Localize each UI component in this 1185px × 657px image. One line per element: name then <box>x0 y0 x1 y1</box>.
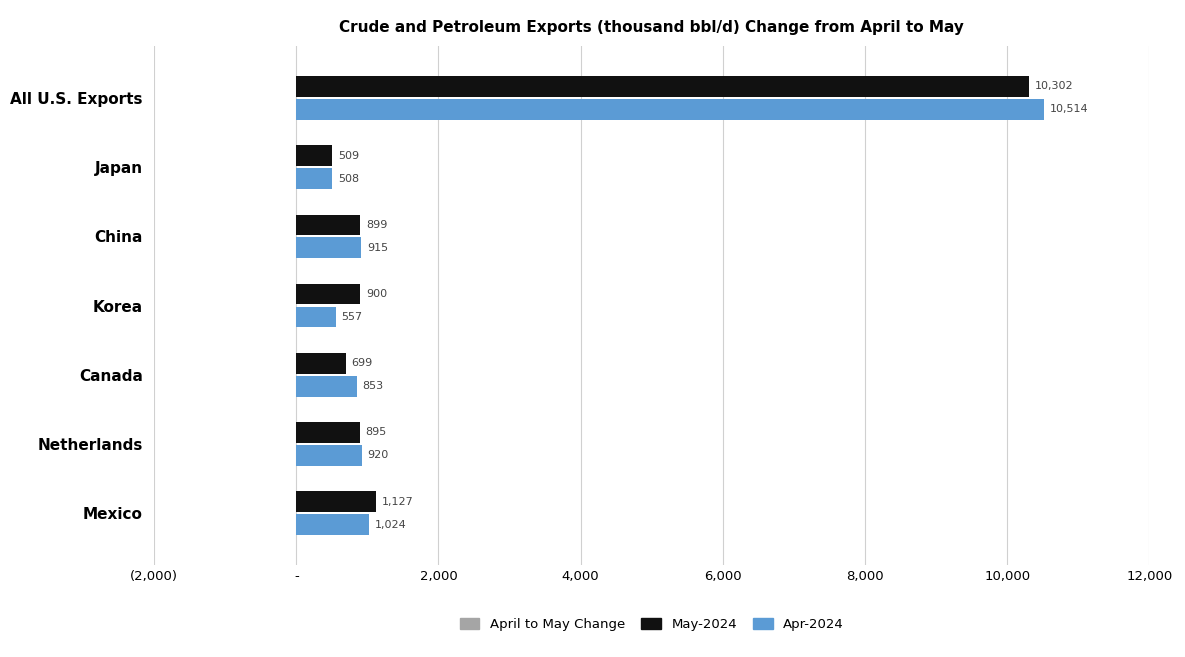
Bar <box>296 514 369 535</box>
Text: 1,024: 1,024 <box>374 520 406 530</box>
Bar <box>296 76 1029 97</box>
Bar <box>296 422 360 443</box>
Bar <box>296 145 333 166</box>
Bar <box>296 376 357 397</box>
Legend: April to May Change, May-2024, Apr-2024: April to May Change, May-2024, Apr-2024 <box>454 613 850 636</box>
Title: Crude and Petroleum Exports (thousand bbl/d) Change from April to May: Crude and Petroleum Exports (thousand bb… <box>339 20 965 35</box>
Bar <box>296 491 377 512</box>
Text: 920: 920 <box>367 450 389 461</box>
Text: 699: 699 <box>352 358 373 369</box>
Text: 899: 899 <box>366 220 387 230</box>
Bar <box>296 168 332 189</box>
Text: 900: 900 <box>366 289 387 299</box>
Bar <box>296 99 1044 120</box>
Text: 10,302: 10,302 <box>1035 81 1074 91</box>
Text: 557: 557 <box>341 312 363 322</box>
Bar <box>296 353 346 374</box>
Text: 1,127: 1,127 <box>382 497 414 507</box>
Text: 509: 509 <box>338 150 359 161</box>
Text: 10,514: 10,514 <box>1050 104 1088 114</box>
Bar <box>296 307 335 327</box>
Text: 895: 895 <box>366 428 386 438</box>
Text: 508: 508 <box>338 173 359 183</box>
Text: 915: 915 <box>367 242 389 253</box>
Bar <box>296 237 361 258</box>
Text: 853: 853 <box>363 381 384 391</box>
Bar <box>296 214 360 235</box>
Bar <box>296 284 360 304</box>
Bar <box>296 445 361 466</box>
